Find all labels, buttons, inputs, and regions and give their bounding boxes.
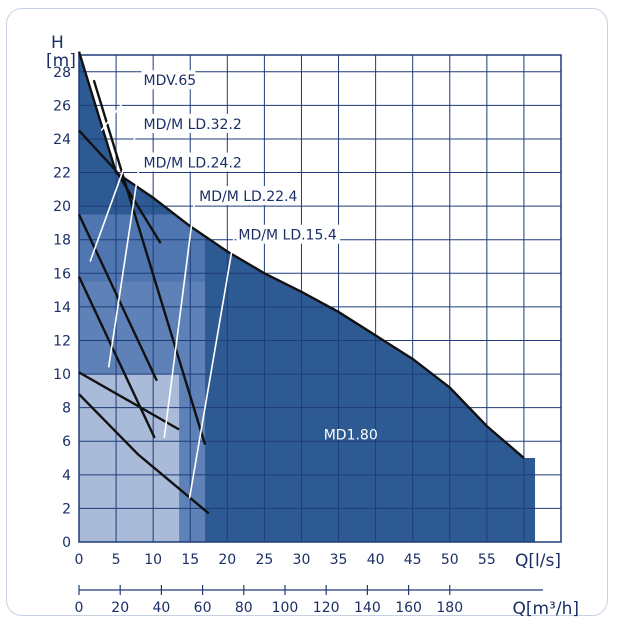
label-md-m-ld-24-2: MD/M LD.24.2 [144, 156, 242, 172]
curve-mdv-65 [92, 79, 207, 445]
x-tick-label: 5 [112, 552, 121, 568]
y-tick-label: 8 [62, 401, 71, 417]
x2-tick-label: 0 [75, 600, 84, 616]
y-tick-label: 28 [53, 65, 71, 81]
label-bg-md-m-ld-24-2 [141, 152, 246, 172]
x-tick-label: 40 [367, 552, 385, 568]
curve-md-m-ld-32-2 [78, 129, 162, 244]
curve-md-m-ld-24-2 [77, 214, 158, 382]
x-tick-label: 30 [293, 552, 311, 568]
label-md-m-ld-15-4: MD/M LD.15.4 [238, 228, 336, 244]
y-tick-label: 4 [62, 468, 71, 484]
x-tick-label: 50 [441, 552, 459, 568]
x-axis-title: Q[l/s] [515, 551, 561, 571]
curve-md-m-ld-15-4 [78, 371, 180, 431]
x2-tick-label: 160 [395, 600, 422, 616]
y-tick-label: 18 [53, 233, 71, 249]
y-tick-label: 14 [53, 300, 71, 316]
label-mdv-65: MDV.65 [144, 73, 197, 89]
y-tick-label: 22 [53, 166, 71, 182]
label-md-m-ld-22-4: MD/M LD.22.4 [199, 189, 297, 205]
y-axis-title: H [51, 33, 64, 53]
x2-tick-label: 20 [111, 600, 129, 616]
x2-axis-title: Q[m³/h] [512, 599, 579, 619]
x-tick-label: 25 [255, 552, 273, 568]
x-tick-label: 45 [404, 552, 422, 568]
curve-md-m-ld-15-4-low [78, 393, 210, 515]
label-bg-mdv-65 [141, 70, 196, 90]
label-md1-80: MD1.80 [324, 428, 378, 444]
x2-tick-label: 60 [194, 600, 212, 616]
x-tick-label: 55 [478, 552, 496, 568]
x-tick-label: 35 [330, 552, 348, 568]
leader-line-md-m-ld-15-4 [188, 235, 236, 499]
curve-md1-80 [77, 51, 525, 459]
leader-line-mdv-65 [100, 80, 141, 132]
x-tick-label: 15 [181, 552, 199, 568]
leader-line-md-m-ld-32-2 [89, 124, 141, 262]
y-tick-label: 2 [62, 501, 71, 517]
y-tick-label: 0 [62, 535, 71, 551]
x2-tick-label: 140 [354, 600, 381, 616]
plot-frame [78, 54, 562, 543]
x2-tick-label: 120 [313, 600, 340, 616]
y-tick-label: 20 [53, 199, 71, 215]
y-tick-label: 6 [62, 434, 71, 450]
x2-tick-label: 180 [436, 600, 463, 616]
y-tick-label: 12 [53, 333, 71, 349]
curve-md-m-ld-22-4 [77, 276, 156, 439]
y-tick-label: 10 [53, 367, 71, 383]
label-bg-md-m-ld-15-4 [236, 224, 341, 244]
leader-line-md-m-ld-22-4 [163, 196, 196, 438]
y-tick-label: 16 [53, 266, 71, 282]
y-tick-label: 24 [53, 132, 71, 148]
x2-tick-label: 100 [272, 600, 299, 616]
label-bg-md-m-ld-32-2 [141, 113, 246, 133]
x-tick-label: 10 [144, 552, 162, 568]
y-tick-label: 26 [53, 98, 71, 114]
x-tick-label: 20 [218, 552, 236, 568]
label-bg-md-m-ld-22-4 [197, 186, 301, 206]
region-md-m-ld-15-4 [79, 374, 180, 542]
x2-tick-label: 80 [235, 600, 253, 616]
label-md-m-ld-32-2: MD/M LD.32.2 [144, 117, 242, 133]
x2-tick-label: 40 [152, 600, 170, 616]
y-axis-unit: [m] [46, 51, 76, 71]
x-tick-label: 0 [75, 552, 84, 568]
leader-line-md-m-ld-24-2 [107, 163, 141, 368]
